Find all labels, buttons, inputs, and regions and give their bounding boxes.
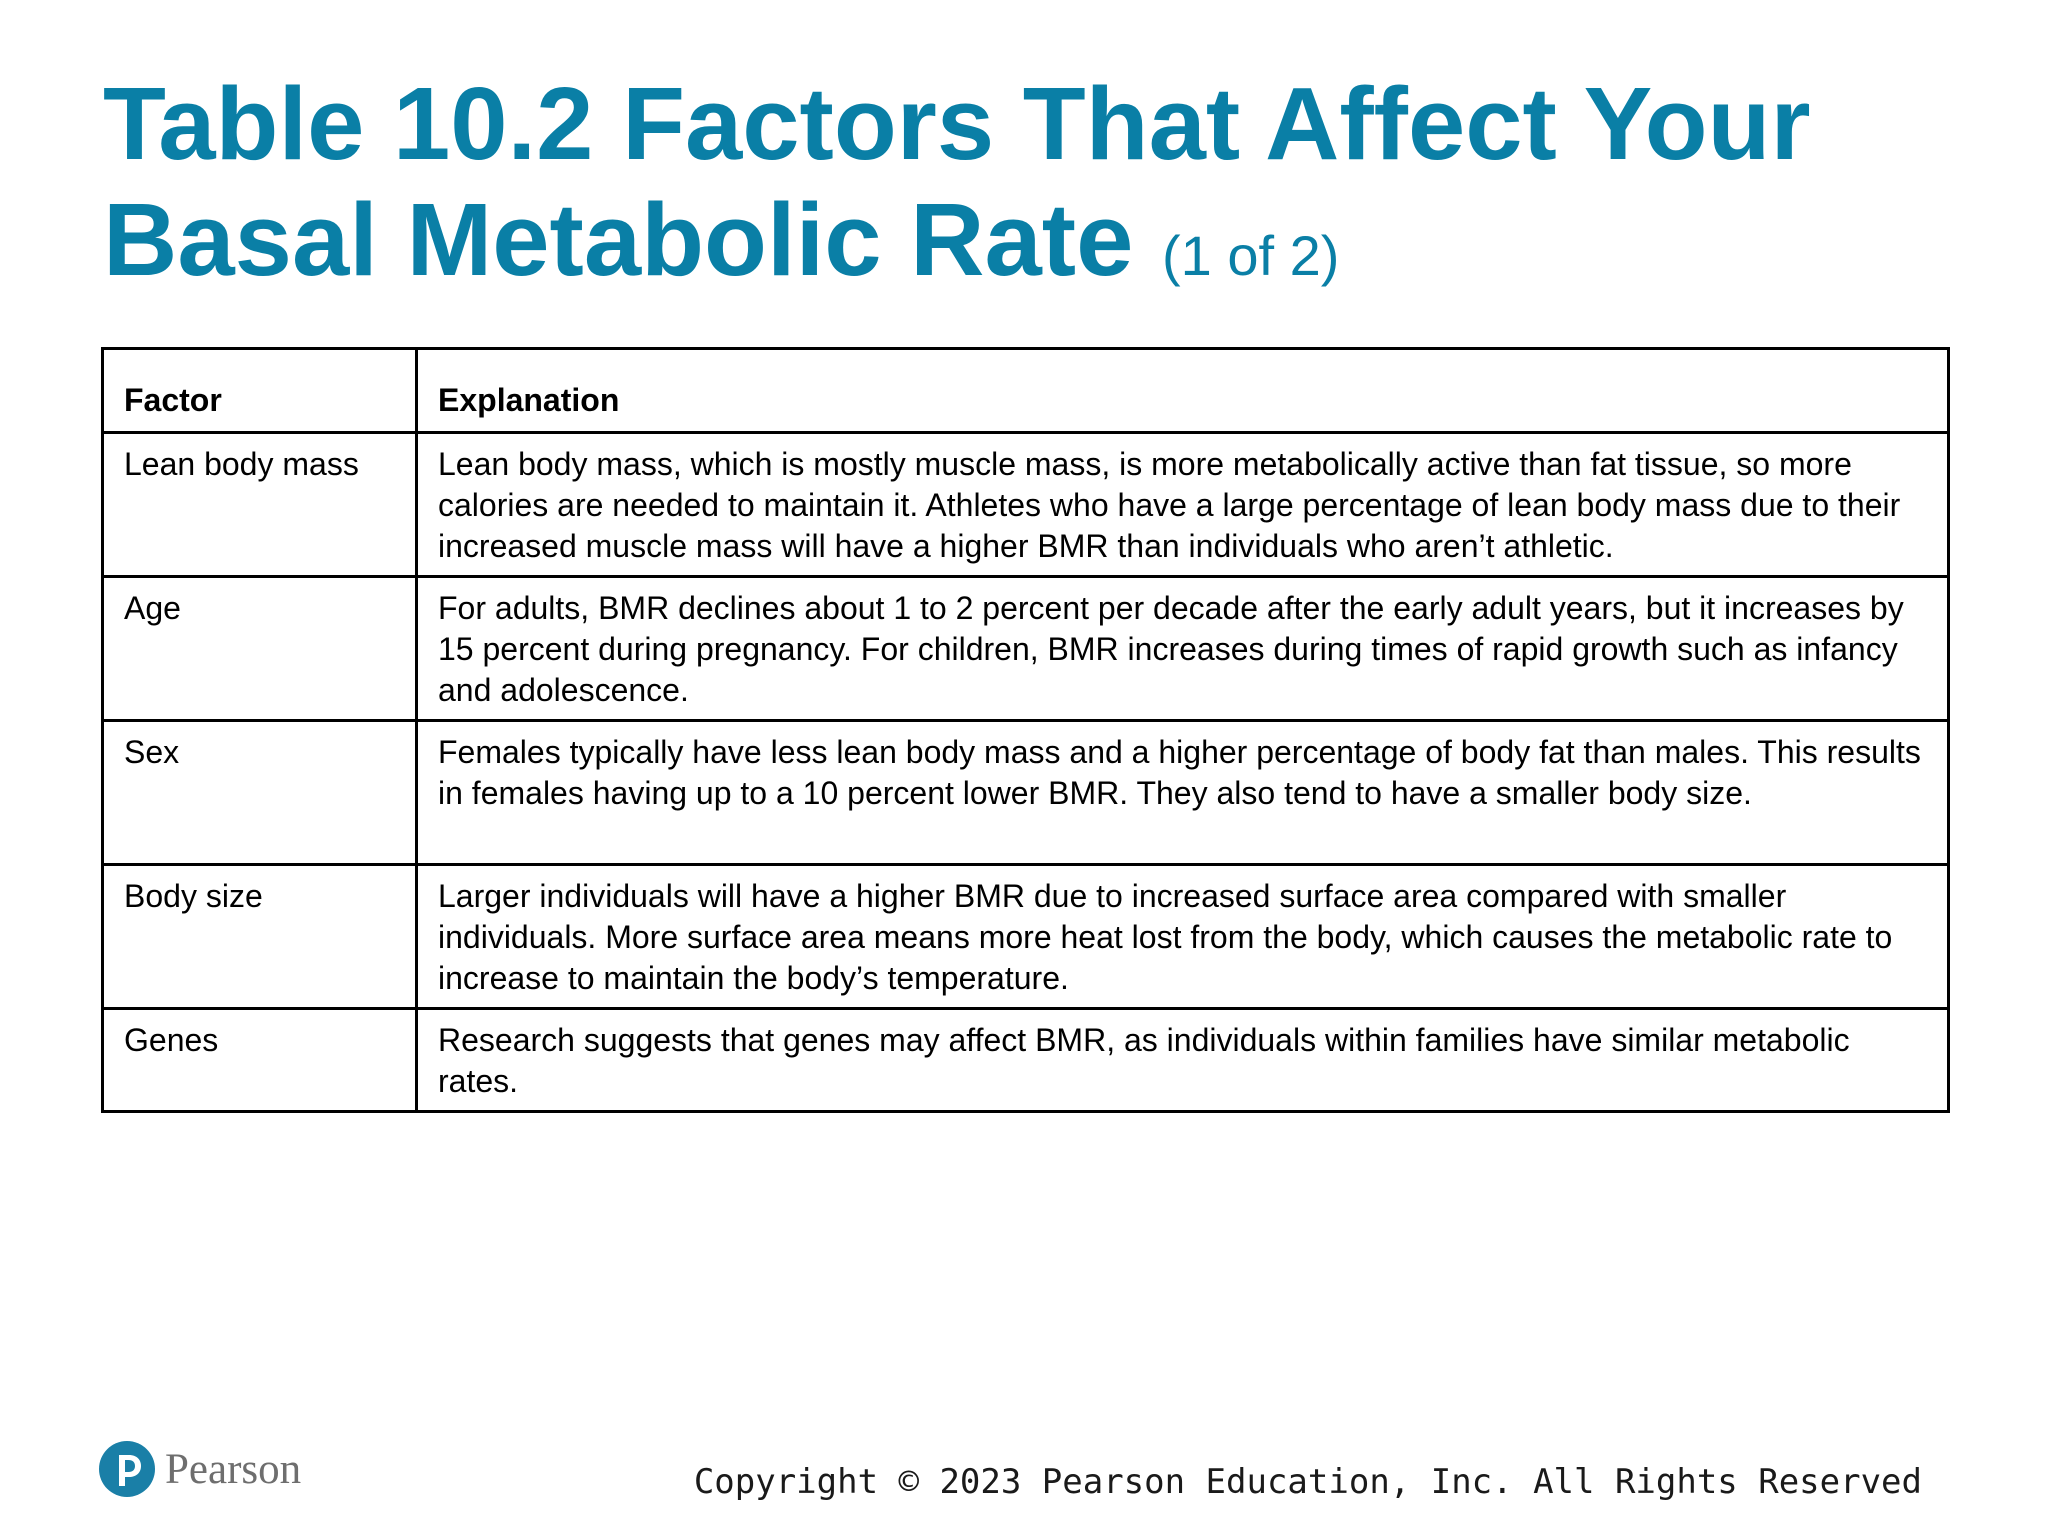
factor-cell: Sex — [101, 719, 418, 866]
title-subtitle: (1 of 2) — [1161, 224, 1340, 287]
explanation-cell: Research suggests that genes may affect … — [415, 1007, 1950, 1113]
pearson-wordmark: Pearson — [165, 1445, 302, 1493]
factor-cell: Genes — [101, 1007, 418, 1113]
explanation-cell: Females typically have less lean body ma… — [415, 719, 1950, 866]
header-factor: Factor — [101, 347, 418, 434]
factor-cell: Age — [101, 575, 418, 722]
explanation-cell: Larger individuals will have a higher BM… — [415, 863, 1950, 1010]
factor-cell: Body size — [101, 863, 418, 1010]
header-explanation: Explanation — [415, 347, 1950, 434]
slide-title: Table 10.2 Factors That Affect Your Basa… — [103, 66, 1923, 314]
table-row: Lean body mass Lean body mass, which is … — [101, 431, 1950, 578]
title-text: Table 10.2 Factors That Affect Your Basa… — [103, 66, 1811, 297]
table-row: Sex Females typically have less lean bod… — [101, 719, 1950, 866]
table-header-row: Factor Explanation — [101, 347, 1950, 434]
factor-cell: Lean body mass — [101, 431, 418, 578]
table-row: Age For adults, BMR declines about 1 to … — [101, 575, 1950, 722]
table-row: Genes Research suggests that genes may a… — [101, 1007, 1950, 1113]
explanation-cell: Lean body mass, which is mostly muscle m… — [415, 431, 1950, 578]
table-row: Body size Larger individuals will have a… — [101, 863, 1950, 1010]
copyright-notice: Copyright © 2023 Pearson Education, Inc.… — [693, 1462, 1922, 1502]
pearson-logo: Pearson — [98, 1440, 301, 1498]
bmr-factors-table: Factor Explanation Lean body mass Lean b… — [101, 347, 1950, 1113]
explanation-cell: For adults, BMR declines about 1 to 2 pe… — [415, 575, 1950, 722]
pearson-p-icon — [99, 1441, 155, 1497]
